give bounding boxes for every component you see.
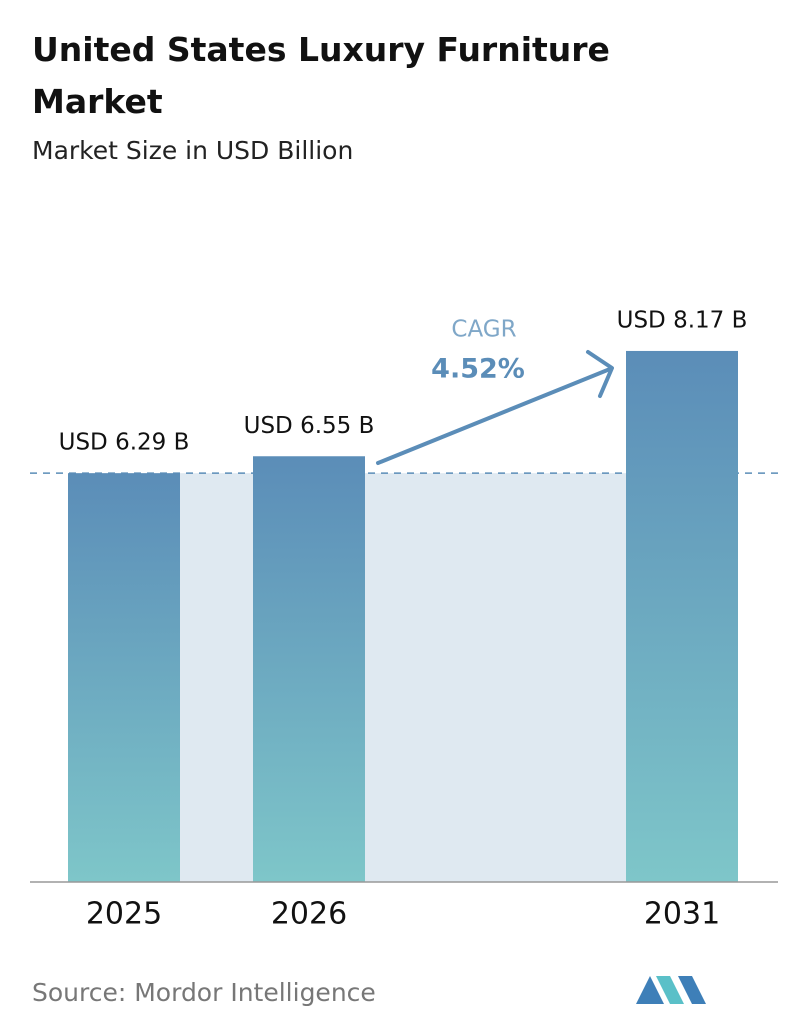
bar: [253, 456, 365, 882]
x-tick-label: 2025: [86, 897, 162, 932]
bar: [626, 350, 738, 882]
bar: [68, 473, 180, 882]
value-label: USD 6.29 B: [59, 430, 190, 456]
x-tick-label: 2031: [644, 897, 720, 932]
value-label: USD 8.17 B: [617, 307, 748, 333]
cagr-arrow: [376, 367, 612, 465]
cagr-label: CAGR: [451, 317, 516, 343]
chart-subtitle: Market Size in USD Billion: [32, 136, 354, 165]
chart-title: United States Luxury Furniture Market: [32, 30, 610, 121]
reference-band: [180, 473, 626, 882]
x-tick-label: 2026: [271, 897, 347, 932]
value-label: USD 6.55 B: [244, 413, 375, 439]
cagr-arrowhead: [586, 350, 614, 398]
source: Source: Mordor Intelligence: [32, 978, 376, 1007]
cagr-value: 4.52%: [431, 354, 525, 385]
logo: [636, 976, 706, 1004]
